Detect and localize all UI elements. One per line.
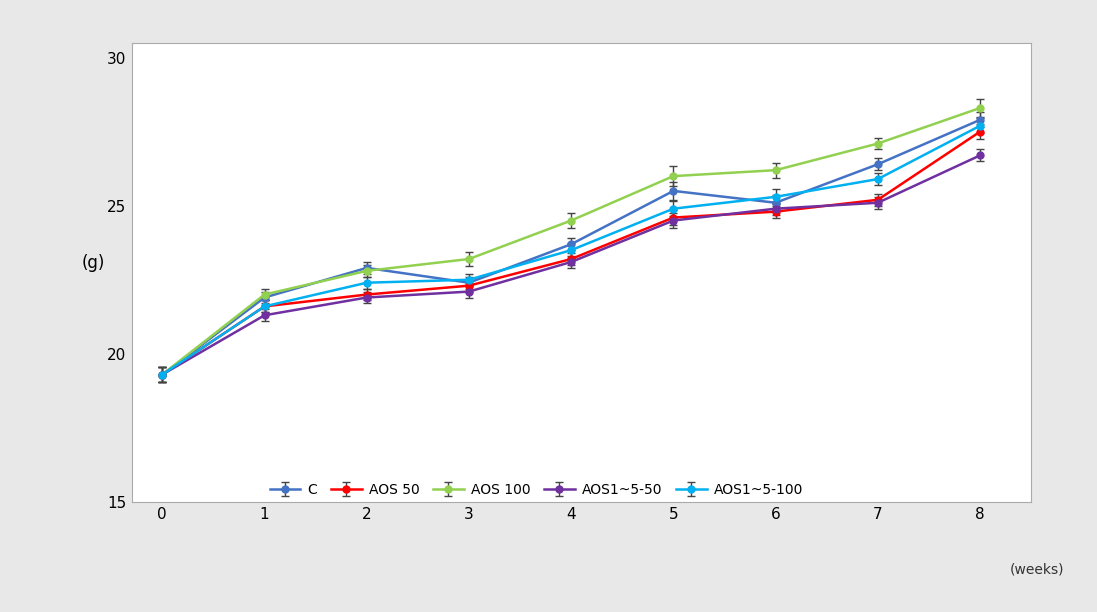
Legend: C, AOS 50, AOS 100, AOS1~5-50, AOS1~5-100: C, AOS 50, AOS 100, AOS1~5-50, AOS1~5-10… bbox=[263, 476, 810, 504]
Text: (weeks): (weeks) bbox=[1009, 562, 1064, 576]
Y-axis label: (g): (g) bbox=[81, 255, 104, 272]
